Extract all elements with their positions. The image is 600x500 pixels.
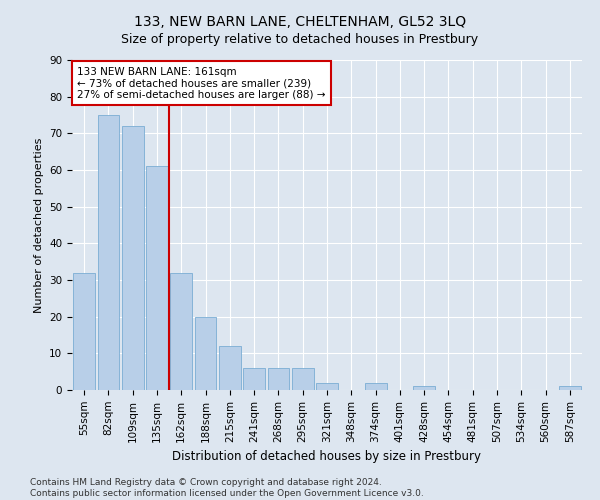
Bar — [122, 126, 143, 390]
Text: 133, NEW BARN LANE, CHELTENHAM, GL52 3LQ: 133, NEW BARN LANE, CHELTENHAM, GL52 3LQ — [134, 15, 466, 29]
Text: Size of property relative to detached houses in Prestbury: Size of property relative to detached ho… — [121, 32, 479, 46]
Y-axis label: Number of detached properties: Number of detached properties — [34, 138, 44, 312]
Text: Contains HM Land Registry data © Crown copyright and database right 2024.
Contai: Contains HM Land Registry data © Crown c… — [30, 478, 424, 498]
Bar — [243, 368, 265, 390]
Bar — [219, 346, 241, 390]
Text: 133 NEW BARN LANE: 161sqm
← 73% of detached houses are smaller (239)
27% of semi: 133 NEW BARN LANE: 161sqm ← 73% of detac… — [77, 66, 326, 100]
Bar — [365, 382, 386, 390]
Bar — [413, 386, 435, 390]
Bar — [292, 368, 314, 390]
Bar — [146, 166, 168, 390]
Bar — [73, 272, 95, 390]
Bar — [97, 115, 119, 390]
Bar — [316, 382, 338, 390]
X-axis label: Distribution of detached houses by size in Prestbury: Distribution of detached houses by size … — [173, 450, 482, 463]
Bar — [194, 316, 217, 390]
Bar — [170, 272, 192, 390]
Bar — [559, 386, 581, 390]
Bar — [268, 368, 289, 390]
